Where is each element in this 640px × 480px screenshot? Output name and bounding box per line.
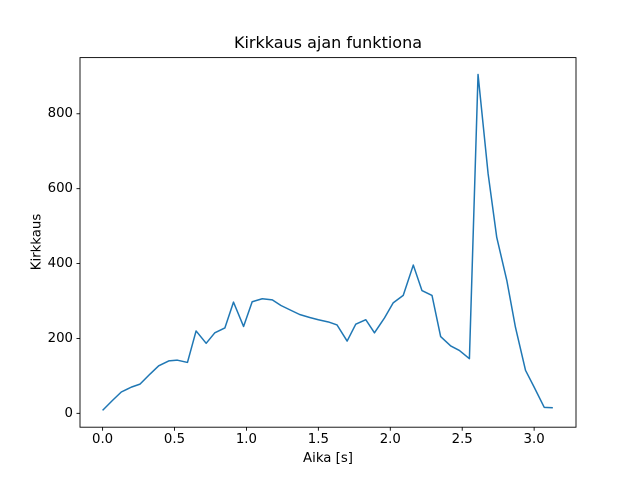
x-tick-label: 1.0 (235, 432, 257, 447)
x-tick-label: 0.0 (92, 432, 114, 447)
x-tick-label: 0.5 (163, 432, 186, 447)
x-tick-label: 1.5 (307, 432, 329, 447)
y-tick-label: 400 (47, 256, 73, 272)
x-tick-label: 2.0 (379, 432, 401, 447)
x-tick-label: 2.5 (451, 432, 473, 447)
y-tick-label: 200 (47, 330, 73, 346)
y-tick-label: 0 (64, 405, 73, 421)
chart-title: Kirkkaus ajan funktiona (233, 33, 423, 52)
data-line (102, 73, 553, 411)
y-tick-label: 600 (47, 181, 73, 197)
x-axis-label: Aika [s] (303, 451, 353, 466)
axes-border (79, 57, 577, 428)
y-tick-label: 800 (47, 106, 73, 122)
y-axis-label: Kirkkaus (29, 213, 45, 271)
x-tick-label: 3.0 (523, 432, 545, 447)
